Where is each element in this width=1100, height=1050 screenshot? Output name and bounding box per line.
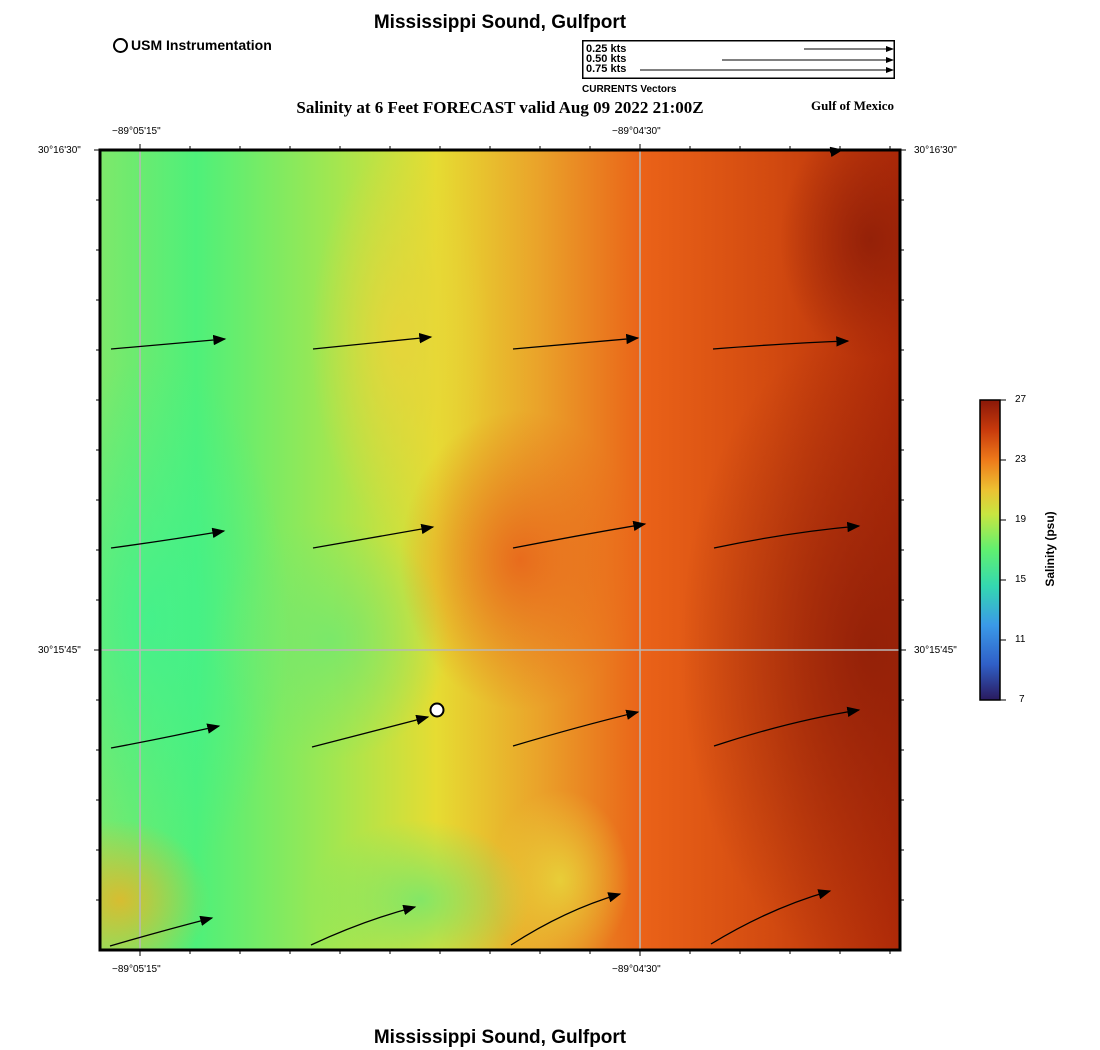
map-subtitle: Salinity at 6 Feet FORECAST valid Aug 09… <box>296 98 704 117</box>
colorbar-title: Salinity (psu) <box>1043 511 1057 587</box>
station-legend-label: USM Instrumentation <box>131 37 272 53</box>
x-tick-label-bottom: −89°04'30" <box>612 964 661 975</box>
vector-legend-caption: CURRENTS Vectors <box>582 84 677 95</box>
map-title: Mississippi Sound, Gulfport <box>373 12 627 33</box>
graticule <box>100 150 900 950</box>
station-legend: USM Instrumentation <box>113 37 272 53</box>
region-label: Gulf of Mexico <box>811 98 895 113</box>
current-vector <box>712 336 850 350</box>
colorbar-tick-label: 11 <box>1015 634 1026 645</box>
colorbar-tick-label: 27 <box>1015 394 1027 405</box>
salinity-field <box>100 150 900 950</box>
colorbar-tick-label: 19 <box>1015 514 1027 525</box>
usm-station-marker[interactable] <box>429 702 445 718</box>
legend-speed-label: 0.50 kts <box>586 53 627 65</box>
y-tick-label-left: 30°16'30" <box>38 145 81 156</box>
legend-speed-label: 0.75 kts <box>586 63 627 75</box>
current-vectors <box>109 146 861 947</box>
current-vector <box>312 523 435 549</box>
legend-speed-label: 0.25 kts <box>586 43 627 55</box>
x-tick-label-top: −89°05'15" <box>112 126 161 137</box>
current-vector <box>512 709 640 747</box>
y-tick-label-left: 30°15'45" <box>38 645 81 656</box>
map-footer-title: Mississippi Sound, Gulfport <box>373 1027 627 1048</box>
current-vector <box>710 889 832 945</box>
current-vector <box>713 706 861 747</box>
current-vector <box>713 521 861 549</box>
current-vector <box>510 892 622 946</box>
station-marker-icon <box>113 37 128 53</box>
colorbar-tick-label: 23 <box>1015 454 1027 465</box>
vector-legend: 0.25 kts 0.50 kts 0.75 kts <box>582 40 895 79</box>
x-tick-label-bottom: −89°05'15" <box>112 964 161 975</box>
y-tick-label-right: 30°16'30" <box>914 145 957 156</box>
current-vector <box>110 723 221 749</box>
vector-legend-box <box>582 40 895 79</box>
current-vector <box>310 904 417 946</box>
x-tick-label-top: −89°04'30" <box>612 126 661 137</box>
colorbar-tick-label: 15 <box>1015 574 1027 585</box>
current-vector <box>311 714 430 748</box>
current-vector <box>110 527 226 549</box>
colorbar <box>979 399 1006 701</box>
current-vector <box>512 520 647 549</box>
y-tick-label-right: 30°15'45" <box>914 645 957 656</box>
current-vector <box>109 915 214 947</box>
current-vector <box>512 333 640 350</box>
frame-ticks <box>94 144 906 956</box>
current-vector <box>312 333 433 350</box>
current-vector <box>110 334 227 350</box>
colorbar-tick-label: 7 <box>1019 694 1025 705</box>
